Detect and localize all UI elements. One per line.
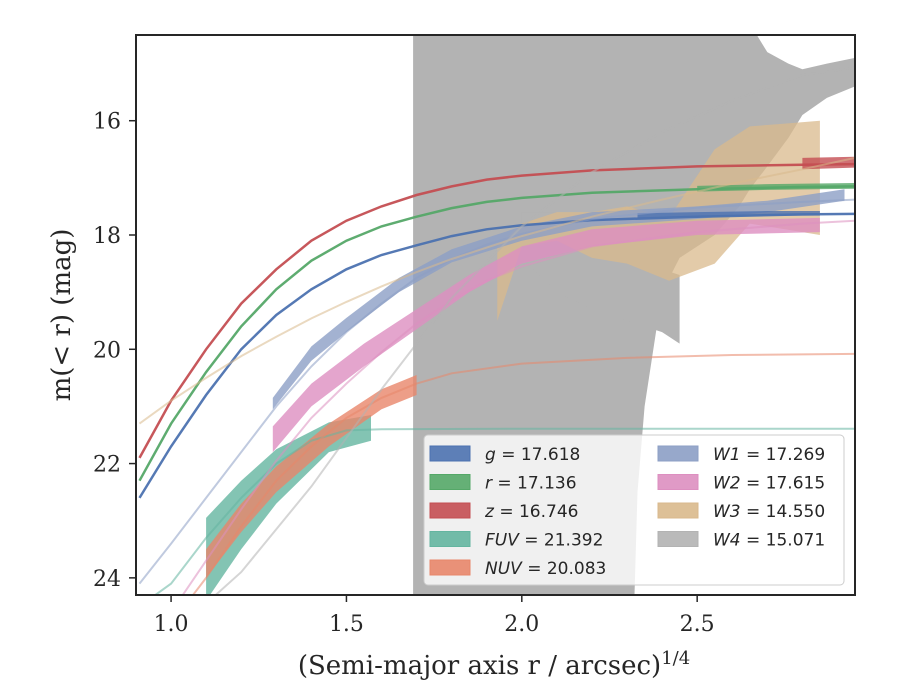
legend-label-r: r = 17.136 [485,474,577,494]
model-fuv [153,427,855,595]
x-axis-ticks: 1.0 1.5 2.0 2.5 [154,595,715,637]
legend-label-w4: W4 = 15.071 [713,531,825,551]
legend-item-nuv: NUV = 20.083 [429,559,606,579]
legend-label-w3: W3 = 14.550 [713,502,825,522]
legend-swatch-w4 [657,531,699,547]
model-r [138,185,855,482]
model-curves [138,66,855,595]
model-w2 [181,219,855,595]
legend-label-z: z = 16.746 [484,502,578,522]
model-nuv [191,352,855,595]
legend-swatch-fuv [429,531,471,547]
model-z [138,162,855,459]
y-tick-label: 24 [93,567,121,592]
legend-swatch-g [429,445,471,462]
x-tick-label: 2.5 [680,612,715,637]
band-w2 [272,217,820,453]
y-axis-title: m(< r) (mag) [47,229,77,402]
y-tick-label: 22 [93,453,121,478]
model-w4 [214,66,855,595]
legend-item-w1: W1 = 17.269 [657,445,825,465]
legend-label-nuv: NUV = 20.083 [485,559,606,579]
y-tick-label: 20 [93,338,121,363]
legend-item-w4: W4 = 15.071 [657,531,825,551]
legend-swatch-z [429,502,471,519]
legend-label-fuv: FUV = 21.392 [485,531,603,551]
legend-item-r: r = 17.136 [429,474,577,494]
model-w3 [138,156,855,425]
model-g [138,212,855,499]
model-w1 [138,198,855,585]
plot-frame [135,34,856,596]
x-tick-label: 2.0 [504,612,539,637]
legend-item-g: g = 17.618 [429,445,580,465]
legend-swatch-w3 [657,502,699,519]
x-tick-label: 1.5 [329,612,364,637]
legend-swatch-r [429,474,471,490]
y-tick-label: 16 [93,110,121,135]
legend-label-w1: W1 = 17.269 [713,445,825,465]
legend-item-fuv: FUV = 21.392 [429,531,603,551]
y-tick-label: 18 [93,224,121,249]
band-fuv [206,415,371,595]
legend-swatch-nuv [429,559,471,576]
y-axis-ticks: 16 18 20 22 24 [93,110,136,592]
legend-swatch-w2 [657,474,699,490]
legend-item-w3: W3 = 14.550 [657,502,825,522]
legend-item-z: z = 16.746 [429,502,578,522]
legend-swatch-w1 [657,445,699,462]
legend-box [423,434,845,586]
x-tick-label: 1.0 [154,612,189,637]
legend-label-w2: W2 = 17.615 [713,474,825,494]
legend-label-g: g = 17.618 [485,445,580,465]
x-axis-title: (Semi-major axis r / arcsec)1/4 [298,648,690,681]
band-nuv [206,375,417,578]
legend-item-w2: W2 = 17.615 [657,474,825,494]
legend: g = 17.618 r = 17.136 z = 16.746 FUV = 21.3… [423,434,845,586]
